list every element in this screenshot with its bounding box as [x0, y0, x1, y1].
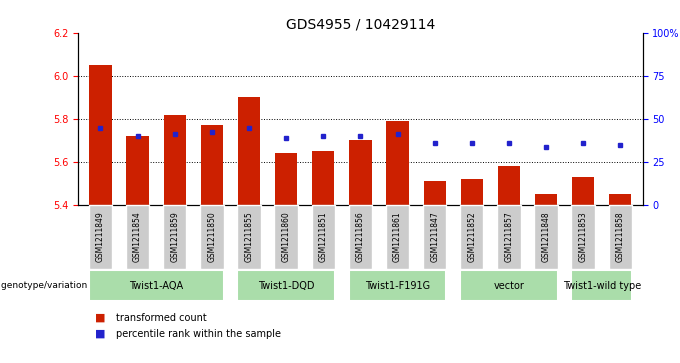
Bar: [312, 151, 335, 205]
Bar: [572, 177, 594, 205]
Bar: [164, 115, 186, 205]
Text: GSM1211857: GSM1211857: [505, 212, 513, 262]
Bar: [275, 153, 297, 205]
Text: GSM1211855: GSM1211855: [245, 212, 254, 262]
Bar: [201, 125, 223, 205]
Text: GSM1211858: GSM1211858: [616, 212, 625, 262]
Bar: [126, 136, 149, 205]
Bar: [89, 65, 112, 205]
Text: GSM1211850: GSM1211850: [207, 212, 216, 262]
Text: vector: vector: [494, 281, 524, 291]
Text: GSM1211851: GSM1211851: [319, 212, 328, 262]
Title: GDS4955 / 10429114: GDS4955 / 10429114: [286, 17, 435, 32]
Text: GSM1211849: GSM1211849: [96, 212, 105, 262]
Text: ■: ■: [95, 329, 105, 339]
Text: transformed count: transformed count: [116, 313, 206, 323]
Text: Twist1-F191G: Twist1-F191G: [365, 281, 430, 291]
Text: GSM1211861: GSM1211861: [393, 212, 402, 262]
Text: GSM1211859: GSM1211859: [170, 212, 180, 262]
Text: GSM1211860: GSM1211860: [282, 212, 290, 262]
Bar: [498, 166, 520, 205]
Text: Twist1-wild type: Twist1-wild type: [562, 281, 641, 291]
Bar: [386, 121, 409, 205]
Text: GSM1211856: GSM1211856: [356, 212, 365, 262]
Text: GSM1211847: GSM1211847: [430, 212, 439, 262]
Text: Twist1-AQA: Twist1-AQA: [129, 281, 183, 291]
Text: GSM1211852: GSM1211852: [467, 212, 476, 262]
Text: genotype/variation  ▶: genotype/variation ▶: [1, 281, 100, 290]
Text: Twist1-DQD: Twist1-DQD: [258, 281, 314, 291]
Bar: [535, 194, 557, 205]
Bar: [424, 182, 446, 205]
Text: GSM1211848: GSM1211848: [541, 212, 551, 262]
Bar: [460, 179, 483, 205]
Bar: [609, 194, 632, 205]
Bar: [238, 97, 260, 205]
Text: GSM1211853: GSM1211853: [579, 212, 588, 262]
Text: ■: ■: [95, 313, 105, 323]
Text: GSM1211854: GSM1211854: [133, 212, 142, 262]
Text: percentile rank within the sample: percentile rank within the sample: [116, 329, 281, 339]
Bar: [350, 140, 371, 205]
